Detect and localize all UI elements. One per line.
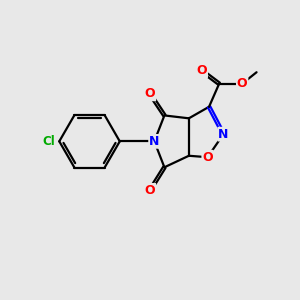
Text: Cl: Cl	[42, 135, 55, 148]
Text: O: O	[196, 64, 207, 77]
Text: N: N	[218, 128, 229, 141]
Text: O: O	[237, 77, 248, 90]
Text: O: O	[145, 184, 155, 197]
Text: N: N	[149, 135, 160, 148]
Text: O: O	[145, 87, 155, 100]
Text: O: O	[202, 151, 213, 164]
